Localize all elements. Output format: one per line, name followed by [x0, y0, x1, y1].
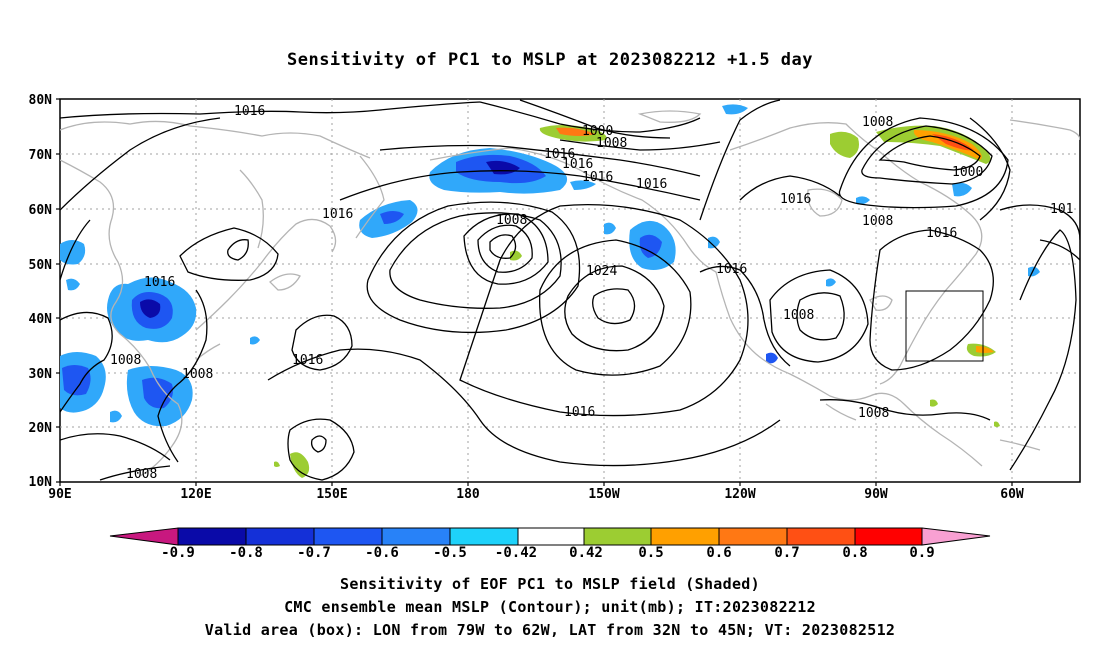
contour-label: 101 — [1050, 202, 1073, 217]
contour-label: 1016 — [322, 207, 353, 222]
colorbar-tick-label: 0.42 — [569, 545, 603, 561]
caption-shading: Sensitivity of EOF PC1 to MSLP field (Sh… — [340, 575, 760, 593]
colorbar-tick-label: 0.5 — [638, 545, 663, 561]
sensitivity-negative-shading — [60, 104, 1040, 427]
lat-label: 60N — [29, 203, 53, 218]
contour-label: 1016 — [544, 147, 575, 162]
contour-labels: 1016 1000 1008 1016 1016 1016 1016 1008 … — [110, 104, 1073, 482]
colorbar-tick-label: -0.8 — [229, 545, 263, 561]
colorbar: -0.9 -0.8 -0.7 -0.6 -0.5 -0.42 0.42 0.5 … — [109, 527, 991, 561]
caption-valid-area: Valid area (box): LON from 79W to 62W, L… — [204, 621, 896, 639]
colorbar-tick-label: -0.7 — [297, 545, 331, 561]
contour-label: 1016 — [562, 157, 593, 172]
contour-label: 1008 — [862, 115, 893, 130]
contour-label: 1008 — [783, 308, 814, 323]
valid-area-box — [905, 290, 984, 362]
colorbar-tick-label: 0.7 — [774, 545, 799, 561]
lat-label: 50N — [29, 258, 53, 273]
colorbar-tick-label: -0.5 — [433, 545, 467, 561]
contour-label: 1016 — [234, 104, 265, 119]
contour-label: 1008 — [496, 213, 527, 228]
contour-label: 1008 — [858, 406, 889, 421]
lon-label: 90W — [864, 487, 888, 502]
map-title: Sensitivity of PC1 to MSLP at 2023082212… — [286, 50, 813, 70]
contour-label: 1016 — [144, 275, 175, 290]
colorbar-low-arrow — [109, 527, 179, 546]
axis-ticks — [56, 98, 1013, 486]
contour-label: 1008 — [862, 214, 893, 229]
lat-label: 20N — [29, 421, 53, 436]
caption-contour: CMC ensemble mean MSLP (Contour); unit(m… — [284, 598, 816, 616]
lon-label: 120E — [180, 487, 211, 502]
colorbar-swatch — [381, 527, 451, 546]
contour-label: 1016 — [926, 226, 957, 241]
contour-label: 1016 — [636, 177, 667, 192]
colorbar-swatch — [177, 527, 247, 546]
lon-label: 180 — [456, 487, 480, 502]
lon-label: 120W — [724, 487, 755, 502]
contour-label: 1000 — [952, 165, 983, 180]
colorbar-swatch — [583, 527, 652, 546]
lon-label: 60W — [1000, 487, 1024, 502]
contour-label: 1016 — [564, 405, 595, 420]
lon-label: 150E — [316, 487, 347, 502]
colorbar-swatch — [245, 527, 315, 546]
colorbar-swatch — [718, 527, 788, 546]
coastlines — [60, 110, 1080, 477]
lat-label: 80N — [29, 93, 53, 108]
colorbar-high-arrow — [921, 527, 991, 546]
contour-label: 1016 — [582, 170, 613, 185]
colorbar-swatch — [650, 527, 720, 546]
colorbar-tick-label: -0.9 — [161, 545, 195, 561]
contour-label: 1016 — [292, 353, 323, 368]
mslp-contours — [60, 99, 1080, 481]
contour-label: 1016 — [716, 262, 747, 277]
colorbar-tick-label: 0.6 — [706, 545, 731, 561]
lon-label: 150W — [588, 487, 619, 502]
colorbar-swatch — [786, 527, 856, 546]
longitude-labels: 90E 120E 150E 180 150W 120W 90W 60W — [48, 487, 1024, 502]
colorbar-swatch — [449, 527, 519, 546]
lat-label: 10N — [29, 475, 53, 490]
colorbar-tick-label: 0.8 — [842, 545, 867, 561]
contour-label: 1008 — [182, 367, 213, 382]
contour-label: 1008 — [596, 136, 627, 151]
colorbar-swatch — [854, 527, 923, 546]
lat-label: 70N — [29, 148, 53, 163]
colorbar-swatch — [517, 527, 585, 546]
colorbar-tick-label: -0.6 — [365, 545, 399, 561]
lon-label: 90E — [48, 487, 71, 502]
contour-label: 1008 — [126, 467, 157, 482]
contour-label: 1008 — [110, 353, 141, 368]
contour-label: 1000 — [582, 124, 613, 139]
latitude-labels: 80N 70N 60N 50N 40N 30N 20N 10N — [29, 93, 53, 490]
colorbar-tick-label: -0.42 — [495, 545, 537, 561]
colorbar-swatch — [313, 527, 383, 546]
contour-label: 1016 — [780, 192, 811, 207]
contour-label: 1024 — [586, 264, 617, 279]
map-panel: 1016 1000 1008 1016 1016 1016 1016 1008 … — [29, 93, 1081, 502]
lat-label: 40N — [29, 312, 53, 327]
colorbar-tick-label: 0.9 — [909, 545, 934, 561]
lat-label: 30N — [29, 367, 53, 382]
